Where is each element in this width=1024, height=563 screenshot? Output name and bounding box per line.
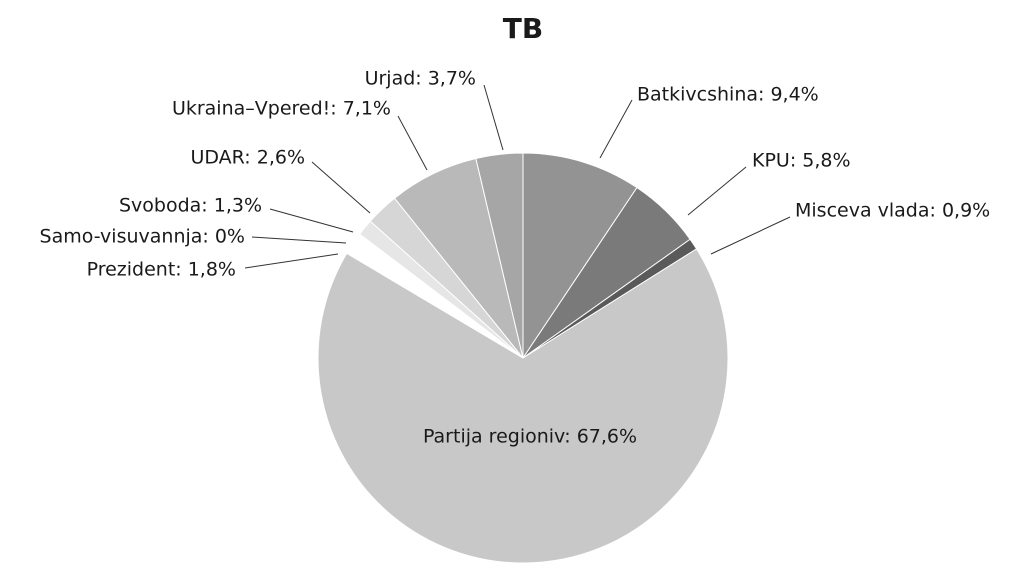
slice-label: Prezident: 1,8% (87, 259, 236, 281)
slice-label: Samo-visuvannja: 0% (40, 226, 245, 248)
leader-line (710, 216, 791, 255)
slice-label: Ukraina–Vpered!: 7,1% (172, 98, 391, 120)
chart-title: TB (503, 12, 543, 45)
pie-slice (522, 152, 638, 360)
leader-line (269, 208, 354, 233)
slice-label: Batkivcshina: 9,4% (637, 84, 819, 106)
slice-label: Svoboda: 1,3% (119, 195, 262, 217)
slice-label: UDAR: 2,6% (190, 147, 305, 169)
slice-label: Urjad: 3,7% (365, 68, 476, 90)
leader-line (483, 84, 504, 151)
leader-line (251, 236, 347, 244)
slice-label: KPU: 5,8% (752, 150, 851, 172)
slice-label: Partija regioniv: 67,6% (423, 426, 637, 448)
leader-line (244, 253, 339, 269)
leader-line (397, 115, 428, 171)
leader-line (599, 99, 633, 159)
leader-line (687, 166, 747, 216)
leader-line (311, 161, 371, 214)
slice-label: Misceva vlada: 0,9% (795, 200, 990, 222)
pie-slice (475, 152, 524, 359)
